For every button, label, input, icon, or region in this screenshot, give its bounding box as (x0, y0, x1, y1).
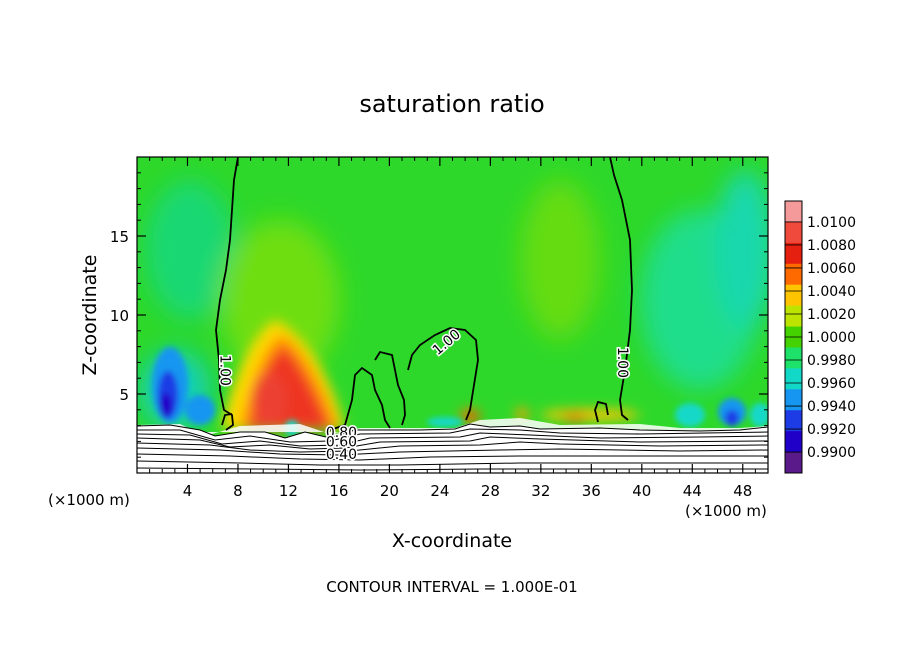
colorbar-label: 1.0060 (807, 261, 856, 277)
colorbar-swatch (785, 201, 802, 223)
plot-area (137, 157, 768, 473)
terrain-contours (137, 423, 768, 471)
colorbar-swatch (785, 284, 802, 307)
colorbar-label: 0.9940 (807, 399, 856, 415)
colorbar: 1.0100 1.0080 1.0060 1.0040 1.0020 1.0000 0.99… (784, 200, 856, 474)
y-axis: 5 10 15 (110, 172, 768, 458)
x-tick-label: 16 (329, 482, 348, 500)
colorbar-label: 0.9900 (807, 445, 856, 461)
y-tick-label: 15 (110, 228, 129, 246)
colorbar-swatch (785, 263, 802, 286)
x-tick-label: 24 (430, 482, 449, 500)
moist-plume (222, 320, 640, 430)
colorbar-swatch (785, 431, 802, 453)
chart-title: saturation ratio (359, 90, 544, 118)
x-tick-label: 36 (582, 482, 601, 500)
colorbar-swatch (785, 452, 802, 474)
x-tick-label: 44 (683, 482, 702, 500)
contour-label: 0.60 (324, 433, 358, 452)
colorbar-label: 0.9920 (807, 422, 856, 438)
contour-label-text: 1.00 (614, 347, 630, 378)
contour-interval-note: CONTOUR INTERVAL = 1.000E-01 (326, 578, 577, 596)
colorbar-swatch (785, 347, 802, 369)
colorbar-swatch (785, 389, 802, 411)
x-axis: 4 8 12 16 20 24 28 32 36 40 44 48 (149, 157, 756, 500)
x-axis-label: X-coordinate (392, 530, 512, 552)
colorbar-label: 1.0040 (807, 284, 856, 300)
colorbar-label: 1.0100 (807, 215, 856, 231)
saturation-contours (215, 157, 633, 431)
dry-pockets (152, 347, 768, 436)
x-unit-right: (×1000 m) (685, 502, 767, 520)
colorbar-swatch (785, 410, 802, 432)
colorbar-label: 1.0020 (807, 307, 856, 323)
contour-label-text: 0.80 (326, 425, 357, 441)
colorbar-swatch (785, 242, 802, 265)
colorbar-swatch (785, 368, 802, 390)
terrain-mask (137, 424, 768, 473)
y-tick-label: 10 (110, 307, 129, 325)
x-tick-label: 48 (733, 482, 752, 500)
colorbar-label: 1.0080 (807, 238, 856, 254)
colorbar-swatch (785, 305, 802, 328)
x-unit-left: (×1000 m) (48, 491, 130, 509)
y-axis-label: Z-coordinate (79, 255, 101, 376)
colorbar-swatch (785, 221, 802, 244)
colorbar-label: 0.9960 (807, 376, 856, 392)
contour-label: 0.80 (324, 423, 358, 442)
colorbar-label: 0.9980 (807, 353, 856, 369)
contour-label-text: 0.40 (326, 447, 357, 463)
x-tick-label: 20 (380, 482, 399, 500)
contour-label-text: 0.60 (326, 434, 357, 450)
x-tick-label: 8 (233, 482, 243, 500)
x-tick-label: 40 (632, 482, 651, 500)
colorbar-label: 1.0000 (807, 330, 856, 346)
x-tick-label: 32 (531, 482, 550, 500)
contour-label-text: 1.00 (216, 355, 232, 386)
contour-label: 0.40 (324, 446, 358, 465)
x-tick-label: 12 (279, 482, 298, 500)
x-tick-label: 28 (481, 482, 500, 500)
x-tick-label: 4 (183, 482, 193, 500)
contour-label: 1.00 (612, 345, 631, 379)
contour-label: 1.00 (215, 353, 234, 387)
y-tick-label: 5 (119, 386, 129, 404)
